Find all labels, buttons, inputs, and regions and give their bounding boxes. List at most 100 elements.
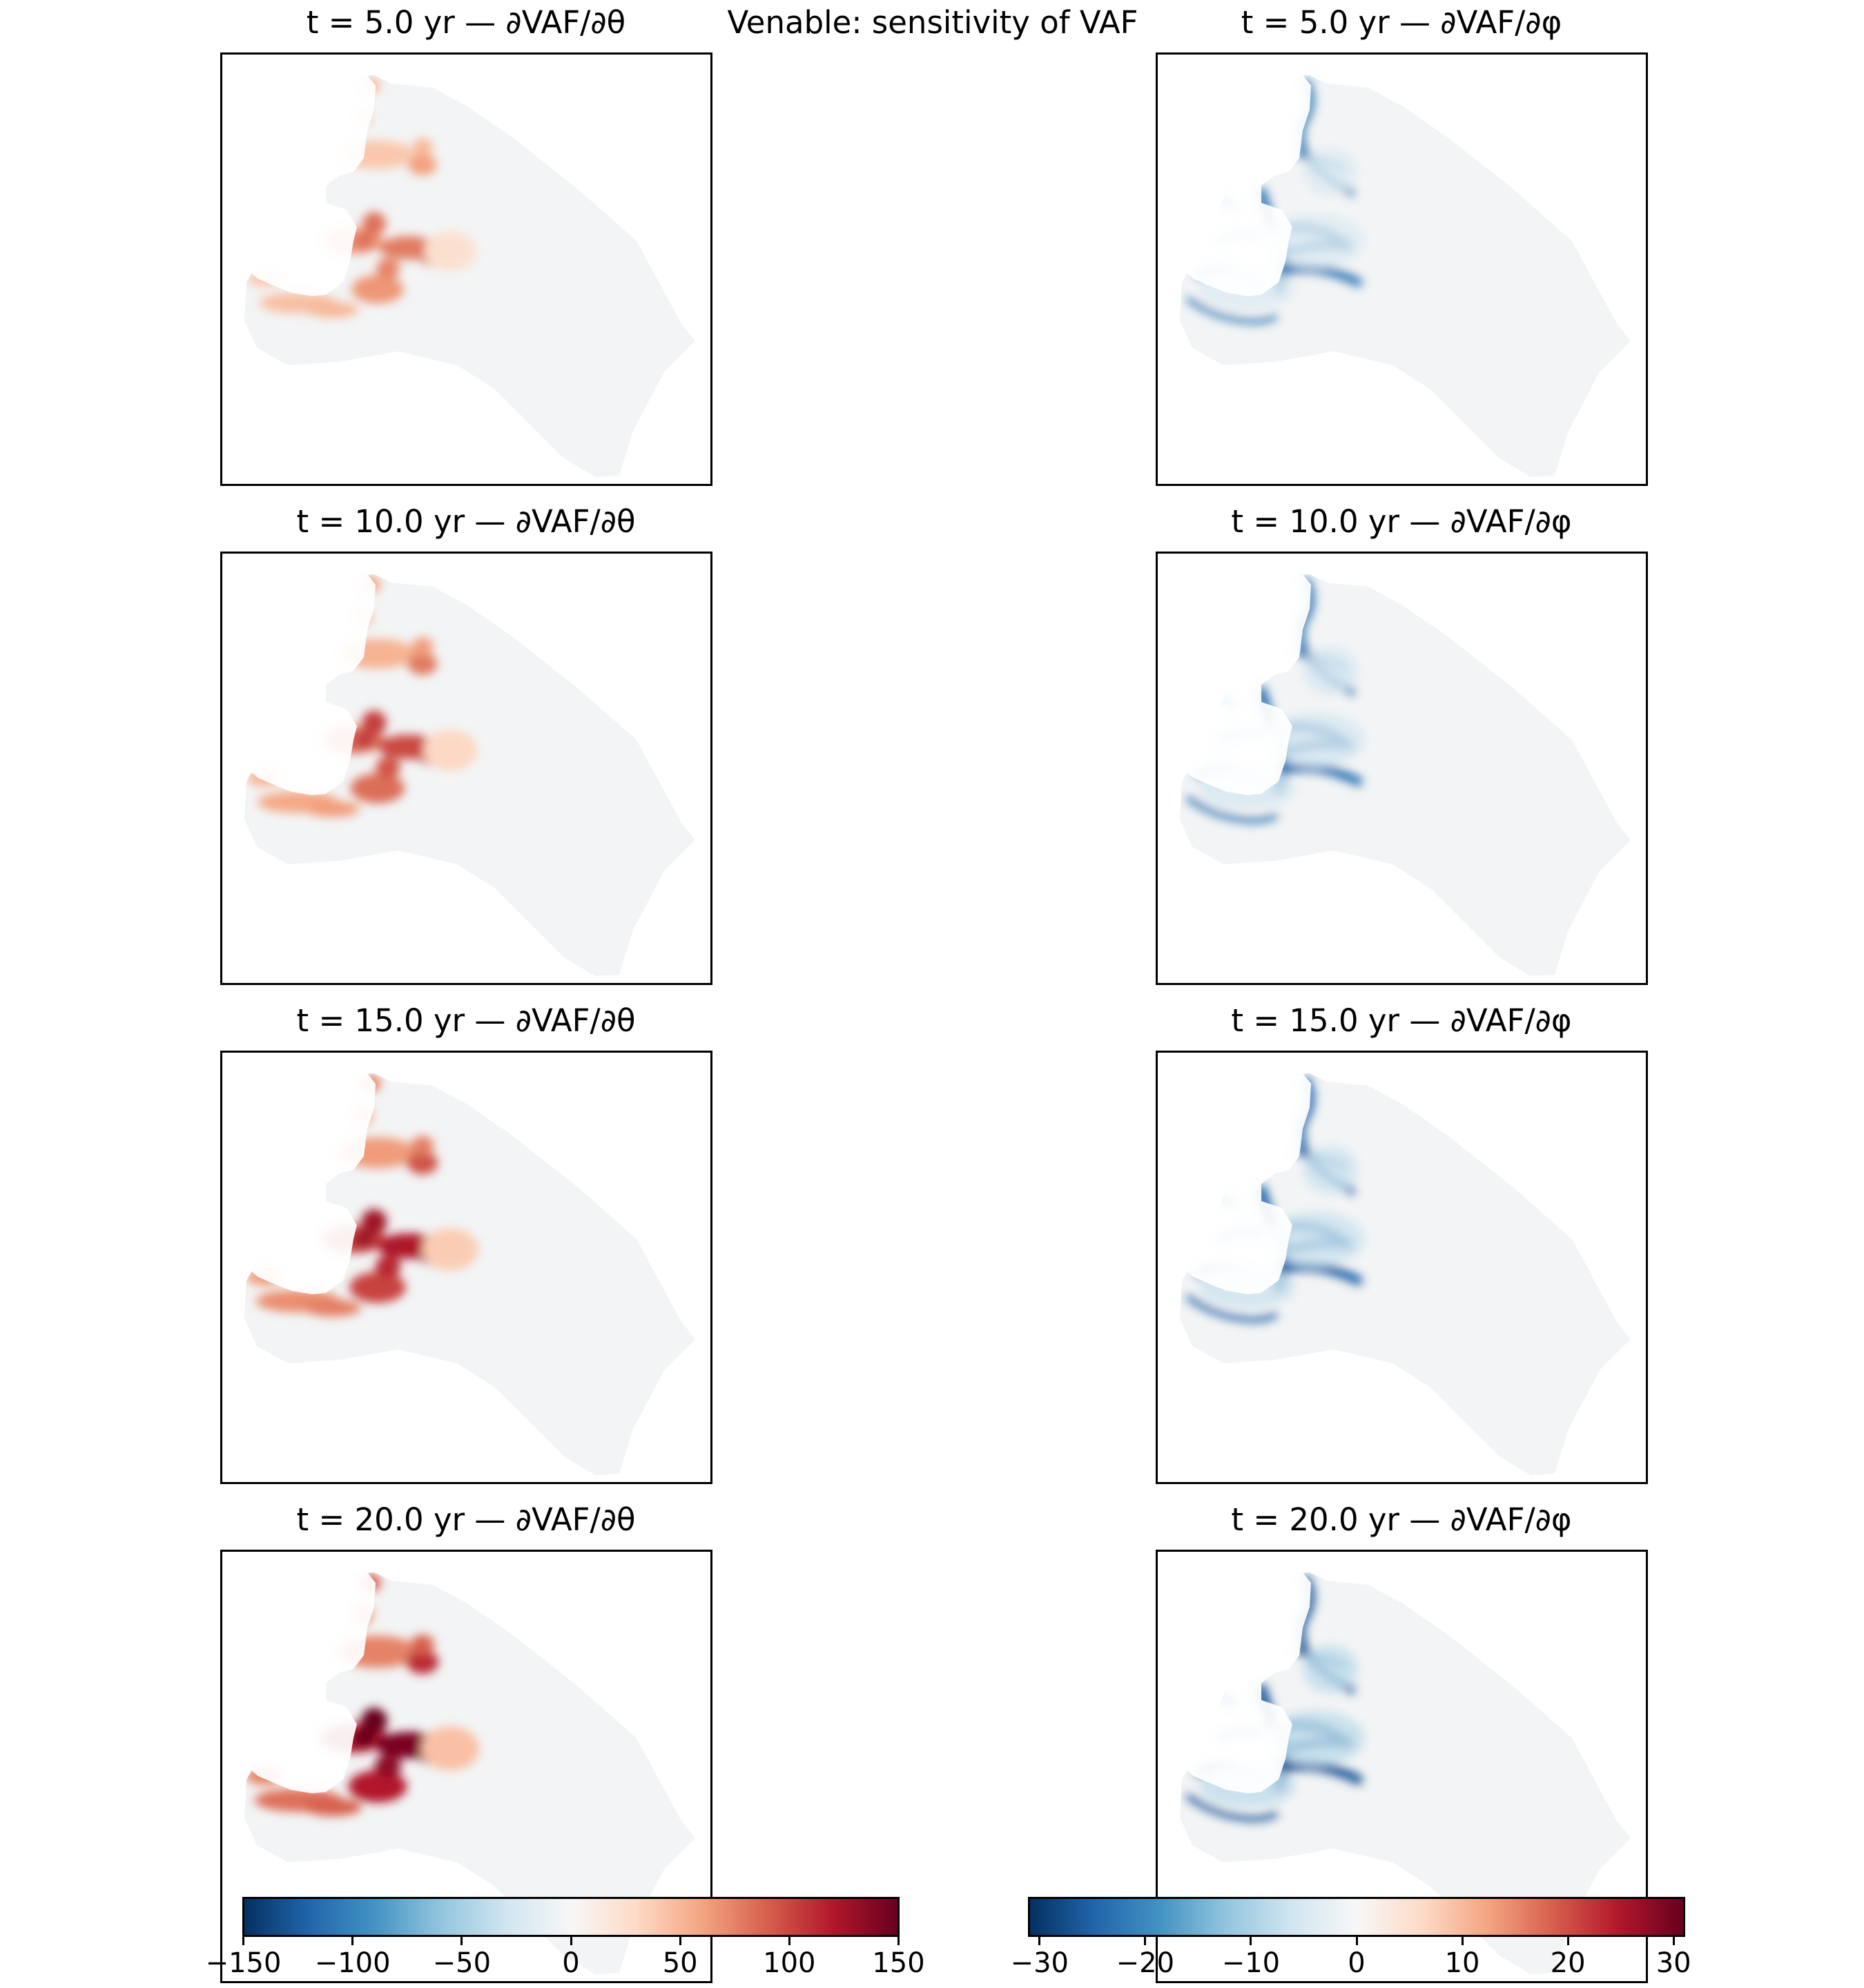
sensitivity-halo xyxy=(1303,1645,1358,1693)
heatmap-svg xyxy=(244,1073,695,1475)
sensitivity-blob xyxy=(408,154,437,176)
colorbar-tick-label: 50 xyxy=(662,1947,698,1979)
heatmap-svg xyxy=(1180,1572,1631,1974)
sensitivity-blob xyxy=(420,1726,480,1771)
domain-region xyxy=(1180,1572,1631,1974)
sensitivity-blob xyxy=(304,1299,361,1317)
figure-suptitle: Venable: sensitivity of VAF xyxy=(727,4,1138,41)
floating-ice-region xyxy=(250,574,376,795)
colorbar-tick-label: −30 xyxy=(1010,1947,1069,1979)
domain-region xyxy=(244,1073,695,1475)
heatmap-svg xyxy=(1180,75,1631,477)
sensitivity-blob xyxy=(411,138,434,157)
sensitivity-blob xyxy=(423,730,478,771)
floating-ice-region xyxy=(1185,1572,1311,1793)
sensitivity-blob xyxy=(406,1650,439,1674)
sensitivity-blob xyxy=(305,801,360,817)
heatmap-panel xyxy=(1156,52,1648,486)
heatmap-svg xyxy=(244,75,695,477)
sensitivity-streak xyxy=(1185,1294,1279,1323)
colorbar-tick xyxy=(1566,1937,1569,1945)
sensitivity-streak xyxy=(1273,1760,1363,1785)
colorbar-tick-label: 0 xyxy=(1348,1947,1366,1979)
colorbar-tick xyxy=(1461,1937,1464,1945)
sensitivity-blob xyxy=(353,1229,375,1249)
sensitivity-blob xyxy=(362,212,386,235)
heatmap-panel xyxy=(220,1051,712,1484)
colorbar-tick xyxy=(460,1937,463,1945)
domain-region xyxy=(244,574,695,976)
sensitivity-halo xyxy=(1303,1146,1358,1194)
heatmap-svg xyxy=(1180,1073,1631,1475)
domain-region xyxy=(1180,1073,1631,1475)
colorbar-tick xyxy=(679,1937,681,1945)
sensitivity-blob xyxy=(349,1271,406,1303)
heatmap-panel xyxy=(220,552,712,985)
sensitivity-blob xyxy=(353,232,374,250)
colorbar-tick-label: −20 xyxy=(1116,1947,1175,1979)
domain-region xyxy=(1180,574,1631,976)
colorbar-tick-label: −50 xyxy=(432,1947,492,1979)
sensitivity-blob xyxy=(350,773,405,803)
panel-title: t = 15.0 yr — ∂VAF/∂φ xyxy=(1231,1002,1572,1039)
colorbar-tick xyxy=(897,1937,900,1945)
colorbar-tick xyxy=(1144,1937,1147,1945)
colorbar-tick-label: 0 xyxy=(562,1947,580,1979)
colorbar-theta xyxy=(242,1897,900,1937)
domain-region xyxy=(1180,75,1631,477)
colorbar-tick-label: −150 xyxy=(205,1947,282,1979)
colorbar-tick xyxy=(1672,1937,1675,1945)
panel-title: t = 5.0 yr — ∂VAF/∂θ xyxy=(306,4,626,41)
colorbar-tick-label: −100 xyxy=(314,1947,391,1979)
sensitivity-blob xyxy=(376,257,400,280)
colorbar-tick xyxy=(788,1937,790,1945)
sensitivity-blob xyxy=(348,1770,407,1803)
sensitivity-blob xyxy=(411,1136,434,1156)
sensitivity-blob xyxy=(307,302,359,318)
colorbar-tick-label: 10 xyxy=(1444,1947,1480,1979)
domain-region xyxy=(244,1572,695,1974)
colorbar-tick xyxy=(1355,1937,1358,1945)
sensitivity-blob xyxy=(360,1707,388,1735)
sensitivity-halo xyxy=(1303,647,1358,695)
sensitivity-blob xyxy=(351,275,404,304)
heatmap-panel xyxy=(220,52,712,486)
sensitivity-streak xyxy=(1274,763,1363,786)
panel-title: t = 20.0 yr — ∂VAF/∂θ xyxy=(296,1501,636,1538)
colorbar-tick-label: −10 xyxy=(1221,1947,1281,1979)
sensitivity-blob xyxy=(375,1255,401,1278)
sensitivity-blob xyxy=(353,731,374,749)
floating-ice-region xyxy=(250,1572,376,1793)
colorbar-tick xyxy=(1038,1937,1041,1945)
sensitivity-halo xyxy=(1303,148,1358,196)
sensitivity-blob xyxy=(374,1754,402,1777)
heatmap-panel xyxy=(1156,1051,1648,1484)
panel-title: t = 20.0 yr — ∂VAF/∂φ xyxy=(1231,1501,1572,1538)
panel-title: t = 10.0 yr — ∂VAF/∂φ xyxy=(1231,503,1572,540)
domain-region xyxy=(244,75,695,477)
colorbar-phi xyxy=(1028,1897,1685,1937)
floating-ice-region xyxy=(1185,574,1311,795)
sensitivity-blob xyxy=(411,637,434,656)
sensitivity-blob xyxy=(361,1209,387,1235)
sensitivity-streak xyxy=(1185,1793,1279,1822)
colorbar-tick-label: 30 xyxy=(1656,1947,1691,1979)
colorbar-tick xyxy=(242,1937,244,1945)
sensitivity-blob xyxy=(407,1151,438,1175)
panel-title: t = 5.0 yr — ∂VAF/∂φ xyxy=(1241,4,1562,41)
sensitivity-blob xyxy=(422,1228,478,1271)
sensitivity-streak xyxy=(1186,297,1278,324)
heatmap-svg xyxy=(1180,574,1631,976)
sensitivity-streak xyxy=(1274,264,1363,287)
panel-title: t = 15.0 yr — ∂VAF/∂θ xyxy=(296,1002,636,1039)
sensitivity-blob xyxy=(303,1798,362,1816)
colorbar-tick-label: 150 xyxy=(872,1947,925,1979)
sensitivity-streak xyxy=(1274,1262,1363,1285)
floating-ice-region xyxy=(1185,1073,1311,1294)
sensitivity-streak xyxy=(1186,796,1278,824)
sensitivity-blob xyxy=(353,1728,375,1748)
floating-ice-region xyxy=(1185,75,1311,296)
colorbar-tick xyxy=(351,1937,354,1945)
colorbar-tick xyxy=(1250,1937,1252,1945)
sensitivity-blob xyxy=(411,1635,434,1655)
